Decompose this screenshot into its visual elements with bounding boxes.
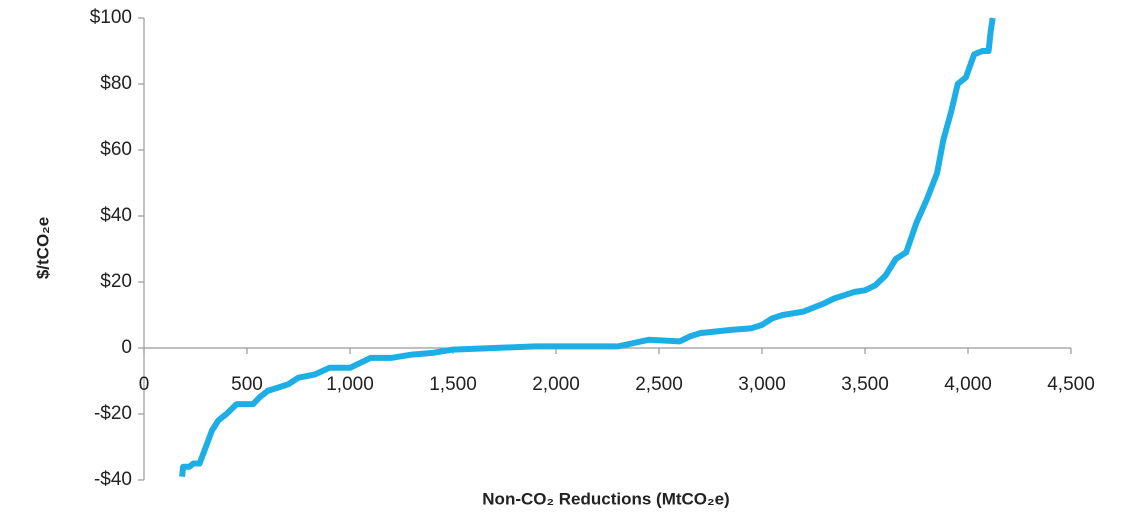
x-tick-label: 1,000 [326, 374, 374, 395]
y-tick-label: -$20 [94, 403, 132, 424]
x-tick-label: 3,000 [738, 374, 786, 395]
x-tick-label: 2,000 [532, 374, 580, 395]
x-tick-label: 4,000 [944, 374, 992, 395]
y-tick-label: $60 [100, 139, 132, 160]
x-tick-label: 500 [231, 374, 263, 395]
y-axis-title: $/tCO₂e [33, 217, 52, 279]
x-tick-label: 0 [139, 374, 150, 395]
x-tick-label: 3,500 [841, 374, 889, 395]
x-axis-title: Non-CO₂ Reductions (MtCO₂e) [482, 489, 729, 508]
x-tick-label: 1,500 [429, 374, 477, 395]
y-tick-label: $100 [90, 7, 132, 28]
y-tick-label: 0 [121, 337, 132, 358]
y-tick-label: -$40 [94, 469, 132, 490]
y-tick-label: $40 [100, 205, 132, 226]
x-tick-label: 2,500 [635, 374, 683, 395]
y-tick-label: $80 [100, 73, 132, 94]
y-tick-label: $20 [100, 271, 132, 292]
data-line [179, 17, 996, 478]
x-tick-label: 4,500 [1047, 374, 1095, 395]
